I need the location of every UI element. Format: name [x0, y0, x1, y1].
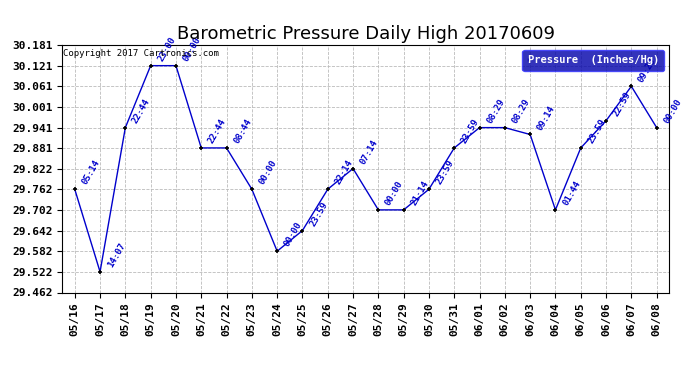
Text: 22:44: 22:44 — [207, 117, 228, 145]
Point — [272, 248, 283, 254]
Text: Copyright 2017 Cartronics.com: Copyright 2017 Cartronics.com — [63, 49, 219, 58]
Text: 22:44: 22:44 — [131, 97, 152, 125]
Text: 23:59: 23:59 — [435, 159, 455, 186]
Text: 00:00: 00:00 — [283, 220, 304, 248]
Point — [95, 269, 106, 275]
Point — [600, 118, 611, 124]
Point — [348, 166, 359, 172]
Point — [373, 207, 384, 213]
Text: 09:14: 09:14 — [535, 104, 557, 132]
Text: 00:00: 00:00 — [257, 159, 279, 186]
Text: 14:07: 14:07 — [106, 241, 127, 269]
Point — [474, 124, 485, 130]
Point — [196, 145, 207, 151]
Point — [297, 228, 308, 234]
Point — [398, 207, 409, 213]
Point — [550, 207, 561, 213]
Point — [575, 145, 586, 151]
Point — [145, 63, 156, 69]
Text: 01:44: 01:44 — [561, 179, 582, 207]
Text: 23:59: 23:59 — [460, 117, 481, 145]
Point — [221, 145, 232, 151]
Text: 00:00: 00:00 — [181, 35, 203, 63]
Legend: Pressure  (Inches/Hg): Pressure (Inches/Hg) — [522, 50, 664, 70]
Text: 22:59: 22:59 — [611, 90, 633, 118]
Text: 08:29: 08:29 — [485, 97, 506, 125]
Point — [322, 186, 333, 192]
Title: Barometric Pressure Daily High 20170609: Barometric Pressure Daily High 20170609 — [177, 26, 555, 44]
Text: 23:59: 23:59 — [308, 200, 329, 228]
Point — [170, 63, 181, 69]
Text: 23:59: 23:59 — [586, 117, 607, 145]
Text: 08:29: 08:29 — [511, 97, 531, 125]
Text: 23:00: 23:00 — [156, 35, 177, 63]
Point — [448, 145, 460, 151]
Text: 22:14: 22:14 — [333, 159, 355, 186]
Text: 00:00: 00:00 — [384, 179, 405, 207]
Point — [246, 186, 257, 192]
Point — [120, 124, 131, 130]
Text: 09:29: 09:29 — [637, 56, 658, 84]
Point — [626, 83, 637, 89]
Point — [651, 124, 662, 130]
Text: 21:14: 21:14 — [409, 179, 431, 207]
Point — [69, 186, 80, 192]
Text: 00:00: 00:00 — [662, 97, 683, 125]
Point — [424, 186, 435, 192]
Text: 07:14: 07:14 — [359, 138, 380, 166]
Point — [500, 124, 511, 130]
Point — [524, 132, 535, 138]
Text: 05:14: 05:14 — [80, 159, 101, 186]
Text: 08:44: 08:44 — [232, 117, 253, 145]
